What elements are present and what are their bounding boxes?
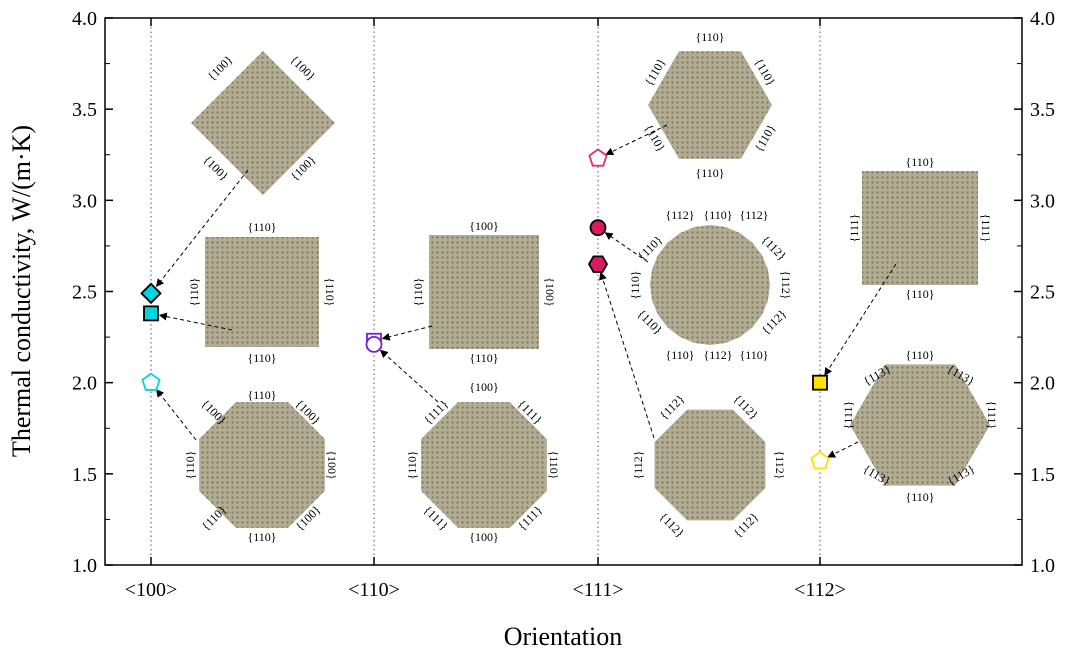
facet-label: {100} — [325, 450, 339, 480]
inset-shape-square — [205, 237, 319, 347]
x-axis-label: Orientation — [504, 622, 622, 651]
facet-label: {110} — [405, 450, 419, 479]
arrow — [827, 441, 859, 458]
facet-label: {110} — [247, 530, 276, 544]
data-point-square — [143, 305, 159, 322]
x-tick-label: <100> — [125, 579, 178, 601]
arrow — [381, 325, 433, 341]
grid-lines — [150, 18, 821, 565]
facet-label: {110} — [905, 490, 934, 504]
y-tick-label-left: 2.5 — [72, 282, 97, 304]
y-tick-label-left: 4.0 — [72, 8, 97, 30]
facet-label: {110} — [547, 450, 561, 479]
facet-label: {110} — [695, 30, 724, 44]
y-tick-label-right: 3.5 — [1030, 99, 1055, 121]
inset-shape-square — [862, 171, 978, 285]
data-point-square — [812, 374, 828, 391]
x-tick-label: <112> — [794, 579, 846, 601]
facet-label: {100} — [469, 219, 499, 233]
facet-label: {110} — [323, 277, 337, 306]
data-point-pentagon — [141, 372, 161, 391]
facet-label: {110} — [703, 208, 732, 222]
arrow — [158, 312, 233, 331]
inset-9: {110}{113} {113}{111} {111}{113} {113}{110} — [841, 348, 999, 504]
y-tick-label-left: 2.0 — [72, 373, 97, 395]
inset-6: {112} {110} {112} {110} {112} {110} {112} {110}… — [628, 208, 793, 362]
arrow — [155, 169, 249, 288]
y-tick-label-left: 1.0 — [72, 555, 97, 577]
inset-8: {110} {111} {111} {110} — [847, 155, 993, 301]
y-tick-label-left: 3.5 — [72, 99, 97, 121]
inset-shape-hexagon — [850, 364, 990, 486]
x-tick-label: <111> — [572, 579, 623, 601]
data-point-circle — [589, 219, 607, 237]
facet-label: {111} — [979, 214, 993, 243]
facet-label: {110} — [247, 220, 276, 234]
facet-label: {112} — [779, 270, 793, 299]
y-tick-label-right: 3.0 — [1030, 190, 1055, 212]
facet-label: {110} — [469, 351, 498, 365]
facet-label: {110} — [187, 277, 201, 306]
arrow — [605, 124, 668, 156]
facet-label: {100} — [469, 530, 499, 544]
y-axis-label: Thermal conductivity, W/(m·K) — [7, 125, 36, 457]
inset-3: {100} {110} {100} {110} — [411, 219, 557, 365]
inset-shape-diamond — [191, 51, 335, 195]
arrows — [155, 124, 897, 458]
facet-label: {111} — [847, 214, 861, 243]
facet-label: {110} — [665, 348, 694, 362]
facet-label: {110} — [247, 351, 276, 365]
data-points — [140, 148, 830, 470]
crystal-insets: {100} {100}{100} {100}{110}{110} {110}{110}… — [183, 30, 999, 544]
facet-label: {110} — [739, 348, 768, 362]
facet-label: {100} — [543, 277, 557, 307]
inset-shape-octagon — [421, 402, 547, 528]
facet-label: {110} — [247, 388, 276, 402]
axes: 1.0 1.0 1.5 1.5 2.0 2.0 2.5 2.5 3.0 3.0 3.5 3.5 4.0 4… — [72, 8, 1055, 601]
arrow — [599, 271, 655, 439]
data-point-diamond — [140, 282, 162, 305]
y-tick-label-right: 4.0 — [1030, 8, 1055, 30]
facet-label: {110} — [905, 155, 934, 169]
y-tick-label-right: 2.5 — [1030, 282, 1055, 304]
facet-label: {112} — [773, 450, 787, 479]
arrow — [155, 388, 197, 441]
data-point-circle — [365, 335, 383, 353]
arrow — [824, 263, 897, 376]
y-tick-label-left: 3.0 — [72, 190, 97, 212]
inset-1: {110} {110} {110} {110} — [187, 220, 337, 365]
facet-label: {110} — [905, 348, 934, 362]
inset-shape-octagon — [199, 402, 325, 528]
y-tick-label-left: 1.5 — [72, 464, 97, 486]
facet-label: {110} — [411, 277, 425, 306]
facet-label: {111} — [985, 401, 999, 430]
inset-2: {110}{100} {100}{110} {100}{110} {100}{110} — [183, 388, 339, 544]
x-tick-label: <110> — [348, 579, 400, 601]
facet-label: {100} — [469, 380, 499, 394]
facet-label: {112} — [631, 450, 645, 479]
facet-label: {110} — [183, 450, 197, 479]
y-tick-label-right: 1.5 — [1030, 464, 1055, 486]
inset-shape-round — [650, 225, 770, 345]
facet-label: {112} — [739, 208, 768, 222]
data-point-pentagon — [810, 450, 830, 470]
facet-label: {110} — [695, 166, 724, 180]
inset-shape-octagon — [654, 409, 766, 521]
data-point-pentagon — [588, 148, 608, 167]
facet-label: {110} — [628, 270, 642, 299]
facet-label: {110} — [905, 287, 934, 301]
facet-label: {112} — [665, 208, 694, 222]
arrow — [604, 232, 649, 263]
arrow — [379, 349, 439, 403]
inset-shape-square — [429, 235, 539, 349]
y-tick-label-right: 2.0 — [1030, 373, 1055, 395]
facet-label: {111} — [841, 401, 855, 430]
inset-shape-hexagon — [648, 51, 772, 159]
data-point-hexagon — [587, 255, 609, 273]
y-tick-label-right: 1.0 — [1030, 555, 1055, 577]
facet-label: {112} — [703, 348, 732, 362]
